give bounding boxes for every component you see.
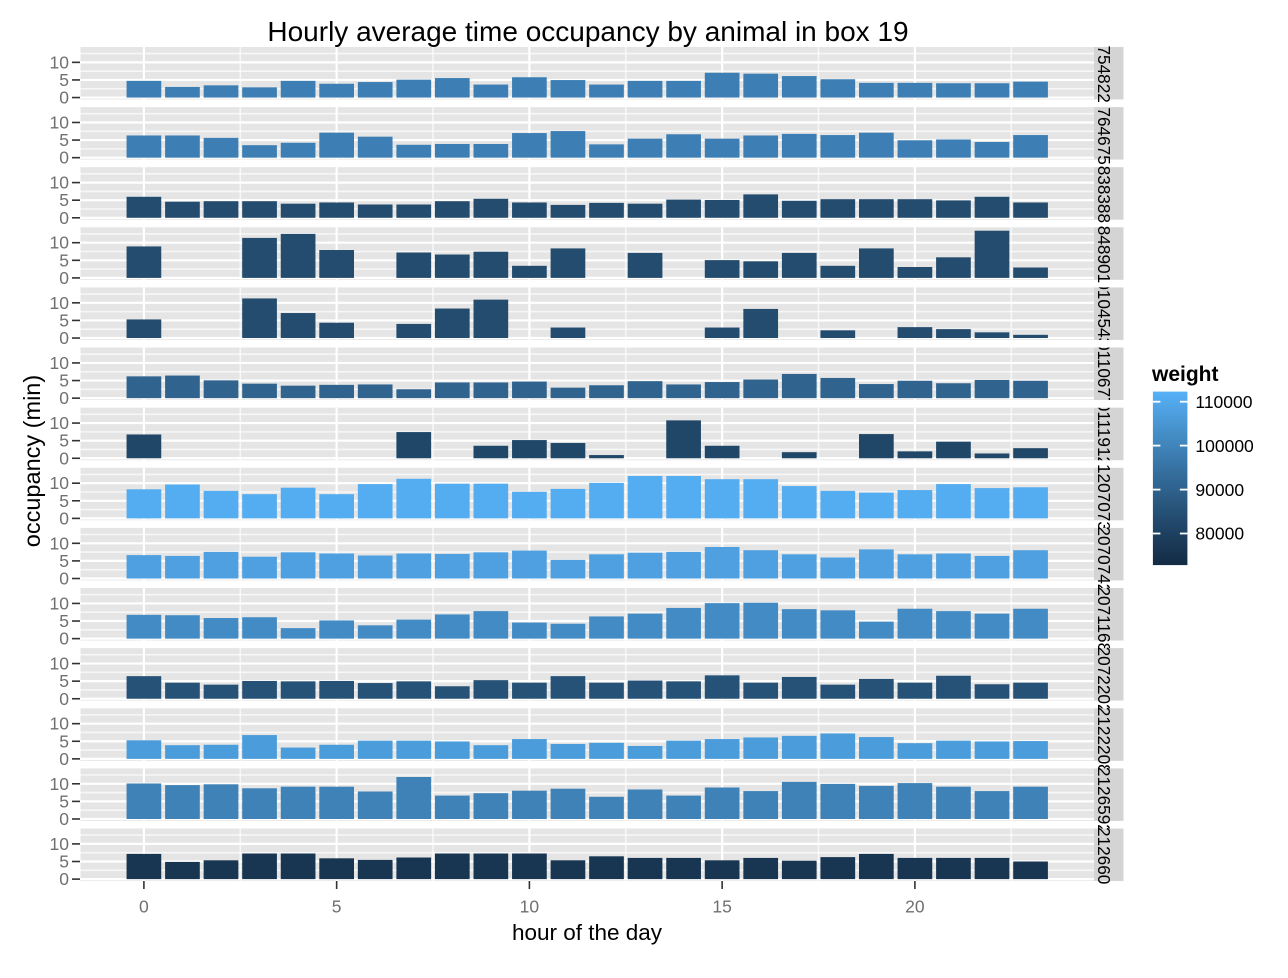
svg-text:0110677: 0110677 xyxy=(1094,341,1114,407)
svg-text:0: 0 xyxy=(59,809,69,829)
svg-text:80000: 80000 xyxy=(1195,524,1244,544)
svg-text:0104543: 0104543 xyxy=(1094,280,1114,347)
svg-text:10: 10 xyxy=(50,353,70,373)
svg-text:5: 5 xyxy=(59,310,69,330)
svg-text:hour of the day: hour of the day xyxy=(512,920,663,945)
svg-text:10: 10 xyxy=(50,293,70,313)
svg-text:0: 0 xyxy=(59,328,69,348)
svg-text:0: 0 xyxy=(59,508,69,528)
svg-text:764675: 764675 xyxy=(1094,107,1114,164)
svg-text:0: 0 xyxy=(59,448,69,468)
svg-text:0: 0 xyxy=(59,569,69,589)
svg-text:0: 0 xyxy=(59,869,69,889)
svg-text:20: 20 xyxy=(905,897,925,917)
svg-text:0: 0 xyxy=(59,689,69,709)
svg-text:5: 5 xyxy=(59,371,69,391)
svg-text:838388: 838388 xyxy=(1094,166,1114,223)
svg-text:2122208: 2122208 xyxy=(1094,707,1114,774)
svg-text:10: 10 xyxy=(50,173,70,193)
svg-text:10: 10 xyxy=(50,654,70,674)
svg-text:0: 0 xyxy=(59,749,69,769)
svg-text:0: 0 xyxy=(59,148,69,168)
svg-text:5: 5 xyxy=(59,70,69,90)
svg-text:0: 0 xyxy=(59,88,69,108)
svg-text:5: 5 xyxy=(59,611,69,631)
svg-text:5: 5 xyxy=(59,431,69,451)
svg-text:10: 10 xyxy=(50,233,70,253)
svg-text:10: 10 xyxy=(50,714,70,734)
svg-text:10: 10 xyxy=(50,533,70,553)
svg-text:0: 0 xyxy=(59,208,69,228)
svg-text:110000: 110000 xyxy=(1195,392,1252,412)
svg-text:5: 5 xyxy=(59,491,69,511)
svg-text:10: 10 xyxy=(50,52,70,72)
svg-text:0111912: 0111912 xyxy=(1094,402,1114,466)
svg-text:5: 5 xyxy=(59,671,69,691)
svg-text:0: 0 xyxy=(59,268,69,288)
svg-text:10: 10 xyxy=(50,473,70,493)
svg-text:2070742: 2070742 xyxy=(1094,526,1114,593)
svg-text:0: 0 xyxy=(139,897,149,917)
svg-text:212660: 212660 xyxy=(1094,827,1114,884)
svg-text:10: 10 xyxy=(50,593,70,613)
svg-text:1207073: 1207073 xyxy=(1094,464,1114,531)
svg-text:848901: 848901 xyxy=(1094,226,1114,283)
svg-text:5: 5 xyxy=(59,731,69,751)
svg-text:10: 10 xyxy=(50,112,70,132)
svg-text:5: 5 xyxy=(59,551,69,571)
svg-text:5: 5 xyxy=(59,791,69,811)
svg-text:5: 5 xyxy=(59,190,69,210)
svg-text:0: 0 xyxy=(59,388,69,408)
svg-text:2126592: 2126592 xyxy=(1094,767,1114,834)
svg-text:15: 15 xyxy=(712,897,731,917)
svg-text:90000: 90000 xyxy=(1195,480,1244,500)
svg-text:5: 5 xyxy=(59,130,69,150)
svg-text:5: 5 xyxy=(59,852,69,872)
svg-text:2071168: 2071168 xyxy=(1094,587,1114,653)
svg-text:10: 10 xyxy=(50,774,70,794)
svg-text:occupancy (min): occupancy (min) xyxy=(19,375,45,547)
svg-text:754822: 754822 xyxy=(1094,46,1114,103)
svg-text:10: 10 xyxy=(50,834,70,854)
svg-text:Hourly average time occupancy: Hourly average time occupancy by animal … xyxy=(267,16,908,47)
svg-text:weight: weight xyxy=(1151,363,1219,386)
svg-text:10: 10 xyxy=(520,897,540,917)
svg-text:100000: 100000 xyxy=(1195,436,1254,456)
svg-text:2072202: 2072202 xyxy=(1094,647,1114,714)
svg-text:5: 5 xyxy=(59,250,69,270)
svg-text:5: 5 xyxy=(332,897,342,917)
svg-text:0: 0 xyxy=(59,629,69,649)
svg-text:10: 10 xyxy=(50,413,70,433)
